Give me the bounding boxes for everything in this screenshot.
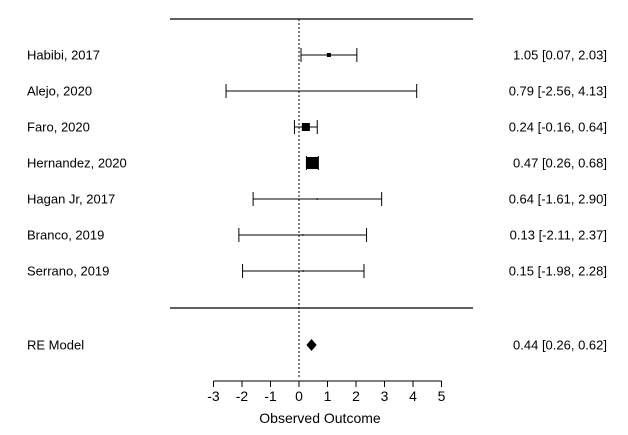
point-estimate bbox=[326, 53, 331, 57]
tick-label: -2 bbox=[236, 388, 249, 404]
point-estimate bbox=[301, 123, 310, 131]
summary-label: RE Model bbox=[27, 338, 84, 353]
ci-text: 0.15 [-1.98, 2.28] bbox=[509, 264, 607, 279]
tick-label: -3 bbox=[207, 388, 220, 404]
study-label: Hernandez, 2020 bbox=[27, 156, 127, 171]
summary-diamond bbox=[306, 339, 317, 351]
ci-text: 0.79 [-2.56, 4.13] bbox=[509, 84, 607, 99]
tick-label: 5 bbox=[438, 388, 446, 404]
tick-label: 3 bbox=[381, 388, 389, 404]
studies-group: Habibi, 2017 1.05 [0.07, 2.03] Alejo, 2020… bbox=[27, 48, 607, 279]
summary-group: RE Model 0.44 [0.26, 0.62] bbox=[27, 338, 607, 353]
ci-text: 0.13 [-2.11, 2.37] bbox=[510, 228, 607, 243]
point-estimate bbox=[316, 198, 318, 200]
ci-text: 1.05 [0.07, 2.03] bbox=[513, 48, 607, 63]
summary-ci-text: 0.44 [0.26, 0.62] bbox=[513, 338, 607, 353]
study-label: Branco, 2019 bbox=[27, 228, 104, 243]
x-axis-title: Observed Outcome bbox=[259, 410, 381, 426]
point-estimate bbox=[302, 270, 305, 272]
ci-text: 0.24 [-0.16, 0.64] bbox=[509, 120, 607, 135]
study-label: Alejo, 2020 bbox=[27, 84, 92, 99]
tick-label: 0 bbox=[295, 388, 303, 404]
tick-label: 4 bbox=[409, 388, 417, 404]
point-estimate bbox=[321, 90, 323, 92]
study-label: Serrano, 2019 bbox=[27, 264, 109, 279]
tick-label: 1 bbox=[324, 388, 332, 404]
tick-label: -1 bbox=[264, 388, 277, 404]
point-estimate bbox=[301, 234, 304, 236]
point-estimate bbox=[306, 157, 319, 169]
ci-text: 0.47 [0.26, 0.68] bbox=[513, 156, 607, 171]
study-label: Hagan Jr, 2017 bbox=[27, 192, 115, 207]
study-label: Habibi, 2017 bbox=[27, 48, 100, 63]
study-label: Faro, 2020 bbox=[27, 120, 90, 135]
x-axis: -3 -2 -1 0 1 2 3 4 5 bbox=[207, 380, 446, 404]
tick-label: 2 bbox=[352, 388, 360, 404]
ci-text: 0.64 [-1.61, 2.90] bbox=[509, 192, 607, 207]
